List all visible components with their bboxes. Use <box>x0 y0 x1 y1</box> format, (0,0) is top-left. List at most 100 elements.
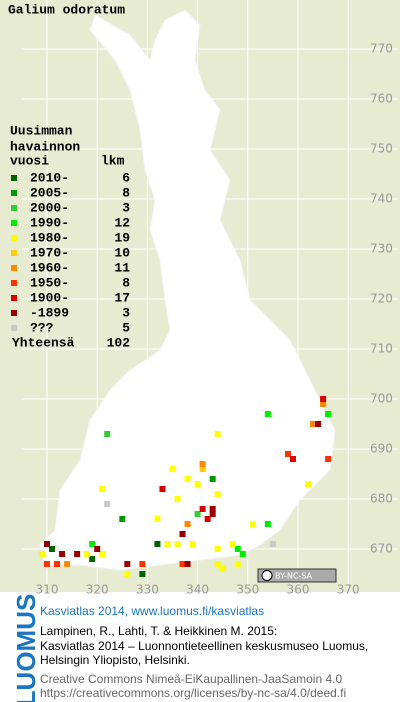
legend-label: 1980- <box>30 230 69 245</box>
occurrence-square <box>284 451 291 457</box>
occurrence-square <box>325 456 332 462</box>
chart-title: Galium odoratum <box>8 2 125 17</box>
logo: LUOMUS <box>11 594 41 702</box>
occurrence-square <box>184 521 191 527</box>
y-tick-label: 720 <box>370 292 393 306</box>
legend-count: 11 <box>114 260 130 275</box>
legend-swatch <box>11 205 17 211</box>
occurrence-square <box>184 561 191 567</box>
legend-swatch <box>11 235 17 241</box>
x-tick-label: 320 <box>86 583 109 597</box>
legend-swatch <box>11 190 17 196</box>
citation: Kasviatlas 2014 – Luonnontieteellinen ke… <box>40 639 368 653</box>
legend-swatch <box>11 250 17 256</box>
occurrence-square <box>99 486 106 492</box>
legend-label: 1990- <box>30 215 69 230</box>
total-label: Yhteensä <box>12 335 75 350</box>
legend-label: ??? <box>30 320 54 335</box>
legend-label: 1900- <box>30 290 69 305</box>
count-header: lkm <box>101 153 125 168</box>
y-tick-label: 740 <box>370 192 393 206</box>
occurrence-square <box>169 466 176 472</box>
occurrence-square <box>104 431 111 437</box>
occurrence-square <box>44 541 50 547</box>
y-tick-label: 710 <box>370 342 393 356</box>
legend-swatch <box>11 310 17 316</box>
occurrence-square <box>59 551 66 557</box>
footer-heading: Kasviatlas 2014, www.luomus.fi/kasviatla… <box>40 604 264 618</box>
x-tick-label: 350 <box>236 583 259 597</box>
occurrence-square <box>38 551 45 557</box>
occurrence-square <box>269 541 276 547</box>
occurrence-square <box>174 541 181 547</box>
y-tick-label: 670 <box>370 542 393 556</box>
occurrence-square <box>320 401 327 407</box>
occurrences <box>38 396 332 577</box>
occurrence-square <box>305 481 312 487</box>
occurrence-square <box>154 541 161 547</box>
occurrence-square <box>49 546 56 552</box>
occurrence-square <box>179 531 186 537</box>
legend-label: 2000- <box>30 200 69 215</box>
legend-label: 1970- <box>30 245 69 260</box>
occurrence-square <box>219 566 226 572</box>
occurrence-square <box>310 421 317 427</box>
occurrence-square <box>194 511 201 517</box>
legend-count: 8 <box>122 275 130 290</box>
legend-label: 2005- <box>30 185 69 200</box>
y-tick-label: 750 <box>370 142 393 156</box>
occurrence-square <box>249 521 256 527</box>
occurrence-square <box>214 561 221 567</box>
occurrence-square <box>194 481 201 487</box>
legend-swatch <box>11 280 17 286</box>
occurrence-square <box>214 491 221 497</box>
legend-label: -1899 <box>30 305 69 320</box>
occurrence-square <box>209 476 216 482</box>
legend-swatch <box>11 175 17 181</box>
occurrence-square <box>209 511 216 517</box>
legend-swatch <box>11 325 17 331</box>
y-tick-label: 690 <box>370 442 393 456</box>
legend-label: 1950- <box>30 275 69 290</box>
occurrence-square <box>214 546 221 552</box>
occurrence-square <box>199 466 206 472</box>
legend-count: 17 <box>114 290 130 305</box>
legend-count: 12 <box>114 215 130 230</box>
legend-count: 3 <box>122 200 130 215</box>
license: Creative Commons Nimeä-EiKaupallinen-Jaa… <box>40 672 342 686</box>
x-tick-label: 330 <box>136 583 159 597</box>
y-tick-label: 680 <box>370 492 393 506</box>
y-tick-label: 700 <box>370 392 393 406</box>
legend-count: 19 <box>114 230 130 245</box>
y-tick-label: 770 <box>370 42 393 56</box>
occurrence-square <box>154 516 161 522</box>
total: 102 <box>107 335 131 350</box>
legend-title: vuosi <box>10 153 49 168</box>
occurrence-square <box>139 561 146 567</box>
occurrence-square <box>99 551 106 557</box>
occurrence-square <box>214 431 221 437</box>
occurrence-square <box>234 546 241 552</box>
occurrence-square <box>89 541 96 547</box>
occurrence-square <box>234 561 241 567</box>
x-tick-label: 360 <box>287 583 310 597</box>
legend-swatch <box>11 220 17 226</box>
occurrence-square <box>89 556 96 562</box>
occurrence-square <box>74 551 81 557</box>
occurrence-square <box>320 396 327 402</box>
occurrence-square <box>204 516 211 522</box>
legend-count: 8 <box>122 185 130 200</box>
occurrence-square <box>229 541 236 547</box>
occurrence-square <box>289 456 296 462</box>
license-badge: BY-NC-SA <box>257 568 337 583</box>
occurrence-square <box>54 561 61 567</box>
occurrence-square <box>159 486 166 492</box>
badge-text: BY-NC-SA <box>275 572 313 581</box>
license: https://creativecommons.org/licenses/by-… <box>40 686 346 700</box>
occurrence-square <box>189 541 196 547</box>
occurrence-square <box>199 461 206 467</box>
occurrence-square <box>124 561 131 567</box>
x-tick-label: 370 <box>337 583 360 597</box>
occurrence-square <box>264 411 271 417</box>
legend-count: 5 <box>122 320 130 335</box>
